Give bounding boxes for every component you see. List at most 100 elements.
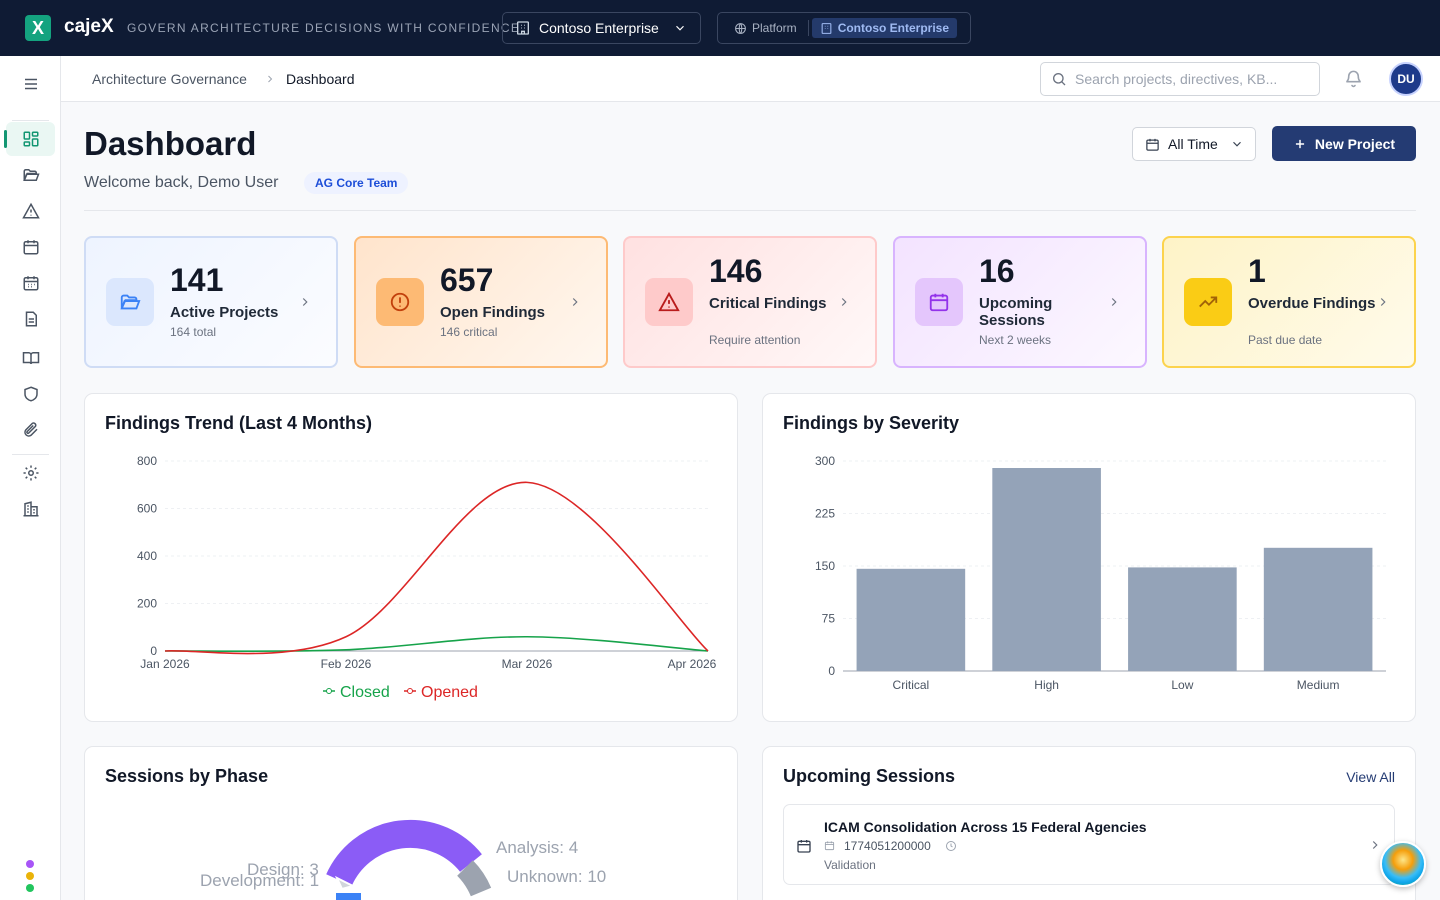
sidebar-item-findings[interactable] xyxy=(6,194,55,228)
calendar-icon xyxy=(23,240,38,255)
alert-circle-icon xyxy=(390,292,410,312)
sidebar-item-projects[interactable] xyxy=(6,158,55,192)
y-tick-label: 75 xyxy=(822,612,836,626)
stat-icon-wrap xyxy=(106,278,154,326)
plus-icon xyxy=(1295,139,1305,148)
menu-icon xyxy=(24,78,37,90)
section-divider xyxy=(84,210,1416,211)
stat-value: 1 xyxy=(1248,253,1266,289)
y-tick-label: 0 xyxy=(828,664,835,678)
bar-critical[interactable] xyxy=(856,568,966,671)
x-tick-label: Medium xyxy=(1297,678,1340,692)
page-title: Dashboard xyxy=(84,125,257,162)
pie-slice-unknown xyxy=(456,860,492,897)
stat-sub: 146 critical xyxy=(440,325,498,339)
avatar[interactable]: DU xyxy=(1389,62,1423,96)
building-icon xyxy=(821,22,832,34)
sidebar-item-directives[interactable] xyxy=(6,302,55,336)
gear-icon xyxy=(23,465,38,481)
legend-label: Closed xyxy=(340,684,390,701)
stat-card-upcoming-sessions[interactable]: 16 Upcoming Sessions Next 2 weeks xyxy=(893,236,1147,368)
y-tick-label: 225 xyxy=(815,507,835,521)
chevron-right-icon xyxy=(302,298,308,306)
globe-icon xyxy=(735,22,746,34)
tagline: GOVERN ARCHITECTURE DECISIONS WITH CONFI… xyxy=(127,21,521,35)
y-tick-label: 400 xyxy=(137,549,157,563)
pie-slice-development xyxy=(336,893,361,900)
menu-toggle-button[interactable] xyxy=(6,67,55,101)
stat-card-active-projects[interactable]: 141 Active Projects 164 total xyxy=(84,236,338,368)
legend-label: Opened xyxy=(421,684,478,701)
stat-value: 141 xyxy=(170,262,224,298)
stat-icon-wrap xyxy=(915,278,963,326)
top-bar: X cajeX GOVERN ARCHITECTURE DECISIONS WI… xyxy=(0,0,1440,56)
card-title: Findings Trend (Last 4 Months) xyxy=(105,413,372,433)
findings-severity-card: Findings by Severity 0 75 150 225 300 Critica… xyxy=(762,393,1416,722)
x-tick-label: Low xyxy=(1171,678,1193,692)
sidebar-item-sessions[interactable] xyxy=(6,230,55,264)
bar-high[interactable] xyxy=(992,468,1101,671)
switch-platform-label: Platform xyxy=(752,21,797,35)
pie-label-unknown: Unknown: 10 xyxy=(507,867,606,886)
breadcrumb-current: Dashboard xyxy=(286,71,355,87)
stat-value: 657 xyxy=(440,262,494,298)
bar-medium[interactable] xyxy=(1263,547,1373,671)
bar-low[interactable] xyxy=(1128,567,1237,671)
sidebar-divider xyxy=(12,454,49,455)
sidebar-item-settings[interactable] xyxy=(6,456,55,490)
y-tick-label: 150 xyxy=(815,559,835,573)
sidebar-item-attachments[interactable] xyxy=(6,413,55,447)
breadcrumb-parent[interactable]: Architecture Governance xyxy=(92,71,247,87)
stat-sub: Next 2 weeks xyxy=(979,333,1052,347)
chevron-down-icon xyxy=(1232,141,1241,147)
sidebar-divider xyxy=(12,120,49,121)
brand-name: cajeX xyxy=(64,16,114,37)
calendar-small-icon xyxy=(824,841,835,851)
team-badge: AG Core Team xyxy=(304,172,409,194)
bell-icon[interactable] xyxy=(1344,69,1363,88)
app-logo[interactable]: X xyxy=(25,15,51,41)
stat-sub: Past due date xyxy=(1248,333,1323,347)
document-icon xyxy=(25,311,37,327)
pie-label-design: Design: 3 xyxy=(247,860,319,879)
stat-label: Active Projects xyxy=(170,304,279,321)
findings-trend-chart: 0 200 400 600 800 Jan 2026 Feb 2026 Mar 2026 Apr… xyxy=(137,454,717,701)
sidebar-item-knowledge-base[interactable] xyxy=(6,341,55,375)
new-project-button[interactable]: New Project xyxy=(1272,126,1416,161)
sidebar-item-schedule[interactable] xyxy=(6,266,55,300)
pie-slice-analysis xyxy=(326,819,482,887)
view-all-link[interactable]: View All xyxy=(1346,769,1395,785)
legend-dot xyxy=(326,688,332,694)
stat-card-critical-findings[interactable]: 146 Critical Findings Require attention xyxy=(623,236,877,368)
search-box xyxy=(1040,62,1320,96)
search-input[interactable] xyxy=(1075,71,1305,87)
assistant-avatar-button[interactable] xyxy=(1380,841,1426,887)
sidebar xyxy=(0,56,61,900)
y-tick-label: 200 xyxy=(137,597,157,611)
building-icon xyxy=(517,21,529,35)
y-tick-label: 600 xyxy=(137,502,157,516)
chevron-right-icon xyxy=(268,75,273,83)
sidebar-item-dashboard[interactable] xyxy=(4,122,55,156)
switch-platform[interactable]: Platform xyxy=(726,18,805,38)
calendar-grid-icon xyxy=(23,276,38,291)
stat-icon-wrap xyxy=(645,278,693,326)
warning-icon xyxy=(658,291,680,312)
sidebar-item-organization[interactable] xyxy=(6,492,55,526)
org-select[interactable]: Contoso Enterprise xyxy=(502,12,701,44)
calendar-icon xyxy=(797,840,811,853)
stat-icon-wrap xyxy=(376,278,424,326)
folder-open-icon xyxy=(120,294,141,310)
session-row[interactable]: ICAM Consolidation Across 15 Federal Age… xyxy=(783,804,1395,885)
stat-card-overdue-findings[interactable]: 1 Overdue Findings Past due date xyxy=(1162,236,1416,368)
new-project-label: New Project xyxy=(1314,135,1396,152)
warning-icon xyxy=(21,202,40,219)
buildings-icon xyxy=(23,501,38,517)
x-tick-label: Apr 2026 xyxy=(668,657,717,671)
card-title: Upcoming Sessions xyxy=(783,766,956,786)
time-range-select[interactable]: All Time xyxy=(1132,127,1256,161)
stat-card-open-findings[interactable]: 657 Open Findings 146 critical xyxy=(354,236,608,368)
sidebar-item-security[interactable] xyxy=(6,377,55,411)
switch-enterprise[interactable]: Contoso Enterprise xyxy=(811,18,958,38)
stat-label: Open Findings xyxy=(440,304,545,321)
